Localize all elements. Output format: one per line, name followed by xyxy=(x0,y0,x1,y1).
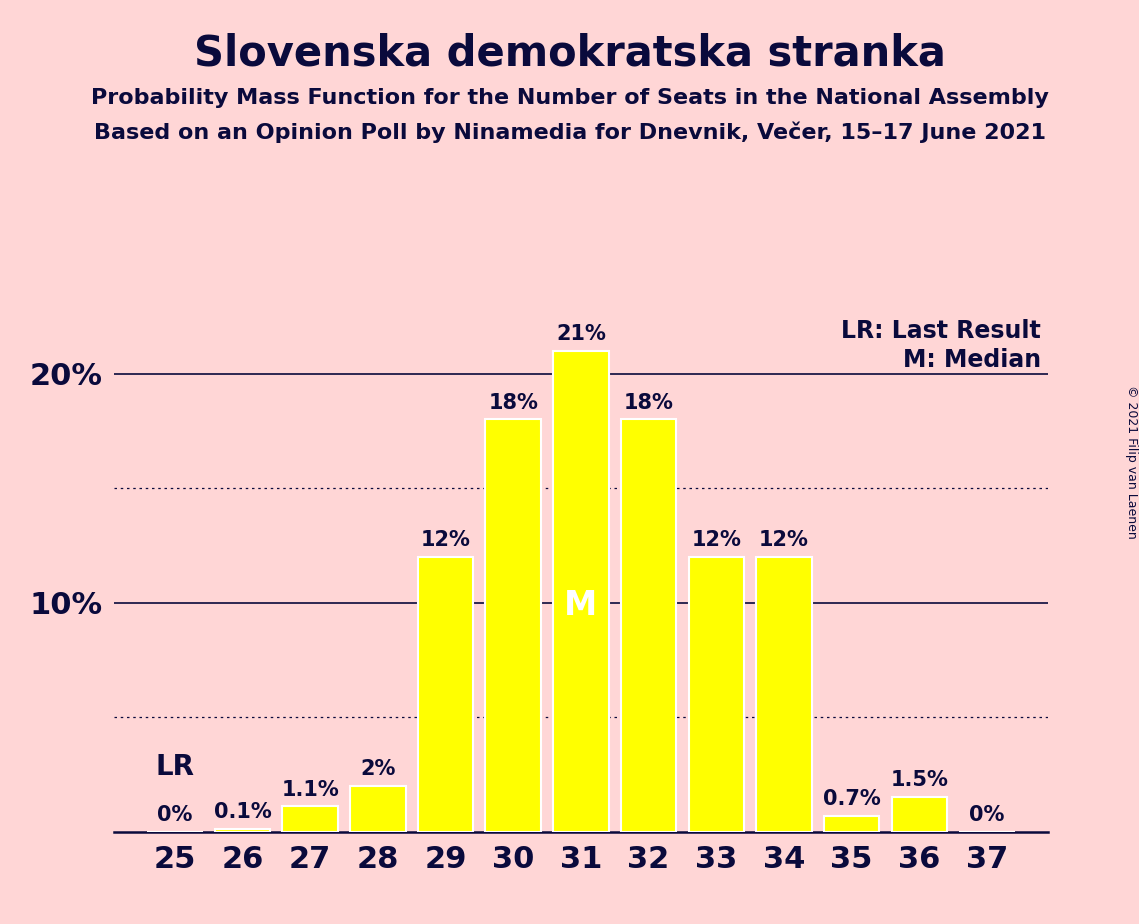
Text: M: Median: M: Median xyxy=(903,348,1041,372)
Text: 1.1%: 1.1% xyxy=(281,780,339,799)
Text: 18%: 18% xyxy=(489,393,538,412)
Text: 2%: 2% xyxy=(360,759,395,779)
Text: 0.1%: 0.1% xyxy=(214,802,271,822)
Text: © 2021 Filip van Laenen: © 2021 Filip van Laenen xyxy=(1124,385,1138,539)
Bar xyxy=(688,557,744,832)
Bar xyxy=(215,830,270,832)
Text: Probability Mass Function for the Number of Seats in the National Assembly: Probability Mass Function for the Number… xyxy=(91,88,1048,108)
Text: 12%: 12% xyxy=(759,530,809,550)
Bar xyxy=(418,557,474,832)
Text: 12%: 12% xyxy=(691,530,741,550)
Text: LR: Last Result: LR: Last Result xyxy=(842,319,1041,343)
Text: 21%: 21% xyxy=(556,323,606,344)
Bar xyxy=(892,797,947,832)
Text: 0%: 0% xyxy=(969,805,1005,825)
Text: 18%: 18% xyxy=(624,393,673,412)
Text: 0.7%: 0.7% xyxy=(822,789,880,808)
Text: Based on an Opinion Poll by Ninamedia for Dnevnik, Večer, 15–17 June 2021: Based on an Opinion Poll by Ninamedia fo… xyxy=(93,122,1046,143)
Bar xyxy=(554,351,608,832)
Text: LR: LR xyxy=(155,753,195,782)
Bar xyxy=(485,419,541,832)
Text: 1.5%: 1.5% xyxy=(891,771,949,790)
Bar xyxy=(621,419,677,832)
Bar xyxy=(350,785,405,832)
Bar xyxy=(823,816,879,832)
Text: M: M xyxy=(564,590,598,622)
Text: 12%: 12% xyxy=(420,530,470,550)
Text: 0%: 0% xyxy=(157,805,192,825)
Bar xyxy=(756,557,812,832)
Bar xyxy=(282,807,338,832)
Text: Slovenska demokratska stranka: Slovenska demokratska stranka xyxy=(194,32,945,74)
